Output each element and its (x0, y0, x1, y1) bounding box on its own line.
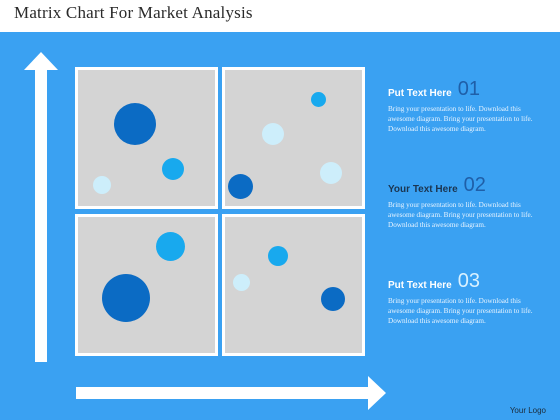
text-item-03: Put Text Here 03 Bring your presentation… (388, 271, 548, 326)
item-title: Put Text Here (388, 280, 452, 291)
logo: Your Logo (509, 406, 546, 415)
page-title: Matrix Chart For Market Analysis (14, 3, 253, 22)
bubble-large-dark (114, 103, 156, 145)
item-description: Bring your presentation to life. Downloa… (388, 201, 533, 229)
x-axis-label: Put Text Here (207, 389, 263, 399)
quadrant-bottom-right (222, 214, 365, 356)
item-title: Your Text Here (388, 184, 458, 195)
bubble-medium (162, 158, 184, 180)
item-description: Bring your presentation to life. Downloa… (388, 105, 533, 133)
bubble-light (320, 162, 342, 184)
item-title: Put Text Here (388, 88, 452, 99)
text-item-02: Your Text Here 02 Bring your presentatio… (388, 175, 548, 230)
bubble-large-dark (102, 274, 150, 322)
item-number: 01 (457, 78, 480, 100)
bubble-light (93, 176, 111, 194)
quadrant-bottom-left (75, 214, 218, 356)
item-description: Bring your presentation to life. Downloa… (388, 297, 533, 325)
bubble-dark (321, 287, 345, 311)
y-axis-label: Put Text Here (39, 172, 49, 228)
bubble-light (233, 274, 250, 291)
bubble-medium (156, 232, 185, 261)
bubble-dark (228, 174, 253, 199)
text-item-01: Put Text Here 01 Bring your presentation… (388, 79, 548, 134)
bubble-small (311, 92, 326, 107)
x-axis-arrow (76, 376, 386, 410)
bubble-light (262, 123, 284, 145)
bubble-medium (268, 246, 288, 266)
item-number: 03 (457, 270, 480, 292)
y-axis-arrow (24, 52, 58, 362)
quadrant-top-left (75, 67, 218, 209)
quadrant-top-right (222, 67, 365, 209)
item-number: 02 (463, 174, 486, 196)
